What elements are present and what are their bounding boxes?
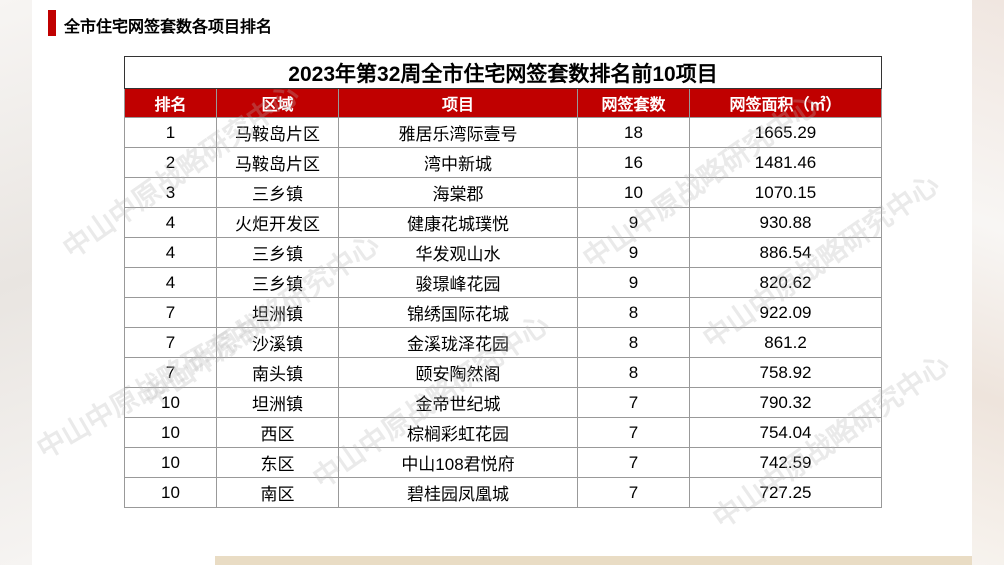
table-cell: 南头镇 [216, 357, 339, 388]
table-cell: 1070.15 [688, 177, 883, 208]
table-cell: 10 [124, 447, 217, 478]
table-row: 3 三乡镇 海棠郡 10 1070.15 [124, 177, 883, 208]
table-cell: 坦洲镇 [216, 387, 339, 418]
table-cell: 三乡镇 [216, 267, 339, 298]
column-header: 网签面积（㎡） [688, 88, 883, 118]
table-row: 10 东区 中山108君悦府 7 742.59 [124, 447, 883, 478]
table-cell: 930.88 [688, 207, 883, 238]
table-cell: 7 [577, 417, 690, 448]
column-header: 排名 [124, 88, 217, 118]
table-cell: 4 [124, 237, 217, 268]
table-cell: 马鞍岛片区 [216, 147, 339, 178]
column-header: 项目 [338, 88, 578, 118]
table-cell: 9 [577, 207, 690, 238]
table-cell: 742.59 [688, 447, 883, 478]
table-cell: 758.92 [688, 357, 883, 388]
table-row: 4 三乡镇 骏璟峰花园 9 820.62 [124, 267, 883, 298]
table-cell: 锦绣国际花城 [338, 297, 578, 328]
table-row: 10 坦洲镇 金帝世纪城 7 790.32 [124, 387, 883, 418]
table-cell: 8 [577, 327, 690, 358]
ranking-table: 2023年第32周全市住宅网签套数排名前10项目 排名 区域 项目 网签套数 网签面积（… [123, 56, 883, 508]
table-cell: 东区 [216, 447, 339, 478]
section-marker [48, 10, 56, 36]
table-cell: 16 [577, 147, 690, 178]
left-decoration [0, 0, 32, 565]
table-row: 4 三乡镇 华发观山水 9 886.54 [124, 237, 883, 268]
table-row: 7 坦洲镇 锦绣国际花城 8 922.09 [124, 297, 883, 328]
table-cell: 7 [124, 327, 217, 358]
table-cell: 沙溪镇 [216, 327, 339, 358]
table-cell: 18 [577, 117, 690, 148]
table-cell: 4 [124, 207, 217, 238]
table-cell: 8 [577, 297, 690, 328]
table-cell: 820.62 [688, 267, 883, 298]
table-cell: 10 [124, 417, 217, 448]
table-row: 1 马鞍岛片区 雅居乐湾际壹号 18 1665.29 [124, 117, 883, 148]
table-cell: 健康花城璞悦 [338, 207, 578, 238]
table-cell: 1665.29 [688, 117, 883, 148]
table-cell: 火炬开发区 [216, 207, 339, 238]
section-title: 全市住宅网签套数各项目排名 [64, 19, 273, 36]
table-row: 10 西区 棕榈彩虹花园 7 754.04 [124, 417, 883, 448]
bottom-decoration-bar [215, 556, 972, 565]
table-cell: 1481.46 [688, 147, 883, 178]
table-cell: 棕榈彩虹花园 [338, 417, 578, 448]
table-cell: 碧桂园凤凰城 [338, 477, 578, 508]
table-cell: 4 [124, 267, 217, 298]
table-cell: 南区 [216, 477, 339, 508]
table-cell: 华发观山水 [338, 237, 578, 268]
table-cell: 三乡镇 [216, 177, 339, 208]
table-cell: 10 [124, 387, 217, 418]
column-header: 网签套数 [577, 88, 690, 118]
table-cell: 1 [124, 117, 217, 148]
table-cell: 7 [577, 477, 690, 508]
table-cell: 754.04 [688, 417, 883, 448]
table-cell: 坦洲镇 [216, 297, 339, 328]
table-cell: 湾中新城 [338, 147, 578, 178]
table-cell: 7 [124, 357, 217, 388]
column-header: 区域 [216, 88, 339, 118]
table-cell: 颐安陶然阁 [338, 357, 578, 388]
right-decoration [972, 0, 1004, 565]
table-cell: 金溪珑泽花园 [338, 327, 578, 358]
table-cell: 3 [124, 177, 217, 208]
table-cell: 10 [124, 477, 217, 508]
table-cell: 9 [577, 237, 690, 268]
table-cell: 886.54 [688, 237, 883, 268]
table-cell: 7 [124, 297, 217, 328]
table-header-row: 排名 区域 项目 网签套数 网签面积（㎡） [124, 88, 883, 118]
table-cell: 西区 [216, 417, 339, 448]
table-title: 2023年第32周全市住宅网签套数排名前10项目 [123, 56, 883, 89]
table-row: 7 南头镇 颐安陶然阁 8 758.92 [124, 357, 883, 388]
table-row: 4 火炬开发区 健康花城璞悦 9 930.88 [124, 207, 883, 238]
table-cell: 2 [124, 147, 217, 178]
table-cell: 马鞍岛片区 [216, 117, 339, 148]
table-row: 2 马鞍岛片区 湾中新城 16 1481.46 [124, 147, 883, 178]
table-cell: 8 [577, 357, 690, 388]
table-cell: 海棠郡 [338, 177, 578, 208]
table-cell: 7 [577, 387, 690, 418]
table-cell: 861.2 [688, 327, 883, 358]
table-row: 10 南区 碧桂园凤凰城 7 727.25 [124, 477, 883, 508]
table-cell: 727.25 [688, 477, 883, 508]
table-cell: 骏璟峰花园 [338, 267, 578, 298]
table-cell: 9 [577, 267, 690, 298]
table-cell: 7 [577, 447, 690, 478]
table-cell: 三乡镇 [216, 237, 339, 268]
table-cell: 中山108君悦府 [338, 447, 578, 478]
table-cell: 790.32 [688, 387, 883, 418]
table-cell: 922.09 [688, 297, 883, 328]
table-cell: 金帝世纪城 [338, 387, 578, 418]
table-cell: 雅居乐湾际壹号 [338, 117, 578, 148]
table-cell: 10 [577, 177, 690, 208]
table-row: 7 沙溪镇 金溪珑泽花园 8 861.2 [124, 327, 883, 358]
